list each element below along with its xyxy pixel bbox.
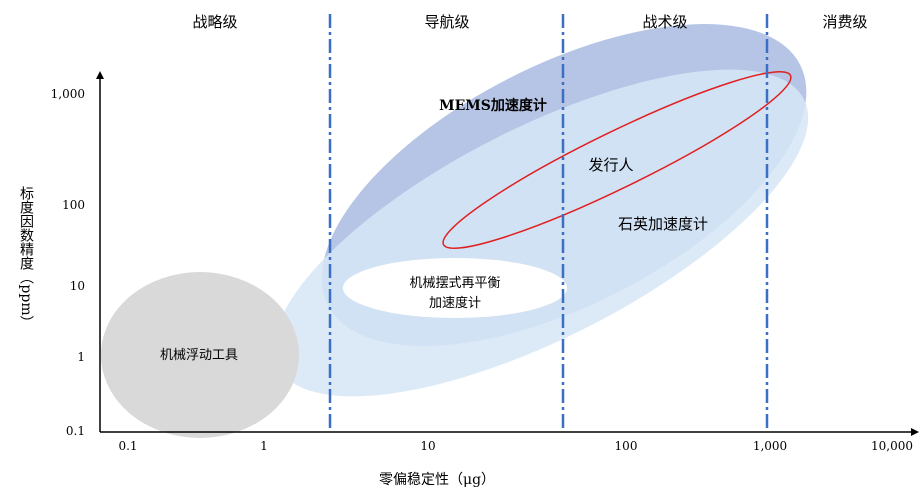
mechanical-floating-tool-region: [101, 272, 299, 438]
pendulum-label-line1: 机械摆式再平衡: [409, 276, 500, 291]
y-axis-arrow-icon: [96, 71, 104, 79]
grade-label-tactical: 战术级: [642, 13, 687, 31]
grade-label-strategic: 战略级: [192, 13, 237, 31]
x-tick-label: 0.1: [118, 439, 137, 453]
y-tick-label: 1,000: [51, 87, 85, 101]
issuer-label: 发行人: [588, 156, 633, 174]
pendulum-rebalance-accelerometer-region: [343, 258, 567, 318]
y-tick-label: 10: [70, 279, 85, 293]
x-tick-label: 1: [260, 439, 268, 453]
y-tick-label: 100: [62, 198, 85, 212]
floating-tool-label: 机械浮动工具: [160, 348, 238, 363]
grade-label-navigation: 导航级: [424, 13, 469, 31]
y-tick-label: 0.1: [66, 424, 85, 438]
x-tick-label: 10,000: [871, 439, 913, 453]
x-tick-label: 10: [420, 439, 435, 453]
y-axis-title: 标度因数精度（ppm）: [18, 186, 34, 329]
x-axis-arrow-icon: [911, 428, 919, 436]
issuer-region: [442, 70, 792, 250]
pendulum-label-line2: 加速度计: [429, 295, 481, 311]
mems-label: MEMS加速度计: [439, 97, 547, 114]
grade-label-consumer: 消费级: [822, 13, 867, 31]
quartz-label: 石英加速度计: [618, 215, 708, 233]
x-axis-title: 零偏稳定性（μg）: [379, 472, 495, 488]
x-tick-label: 1,000: [753, 439, 787, 453]
y-tick-label: 1: [77, 350, 85, 364]
x-tick-label: 100: [615, 439, 638, 453]
